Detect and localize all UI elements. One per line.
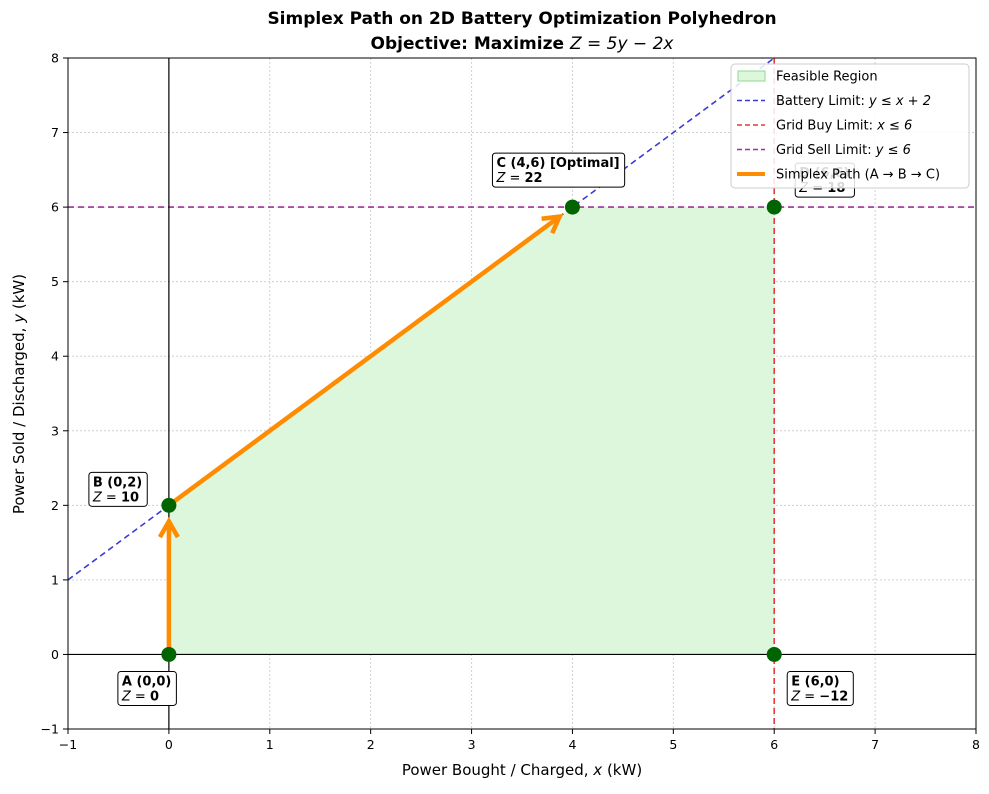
z-value: 10 [121,490,139,505]
vertex-z-label: Z = 22 [495,171,542,186]
legend-label-battery: Battery Limit: y ≤ x + 2 [776,94,931,109]
chart-subtitle: Objective: Maximize Z = 5y − 2x [371,34,675,54]
annotation-box [117,670,177,706]
vertex-z-label: Z = 0 [121,689,159,704]
y-tick-label: 2 [51,498,59,513]
y-tick-label: 4 [51,349,59,364]
vertex-D [766,199,782,215]
feasible-region-layer [168,207,775,655]
annotation-E: E (6,0)Z = −12 [786,670,854,706]
z-symbol: Z = [92,490,121,505]
plot-border [67,57,977,730]
legend-math: y ≤ x + 2 [868,94,931,109]
z-symbol: Z = [790,689,819,704]
vertex-label: B (0,2) [93,475,142,490]
z-value: −12 [819,689,848,704]
legend-label-gridsell: Grid Sell Limit: y ≤ 6 [776,143,911,158]
legend-label-gridbuy: Grid Buy Limit: x ≤ 6 [776,119,912,134]
chart-title: Simplex Path on 2D Battery Optimization … [267,9,776,29]
annotation-A: A (0,0)Z = 0 [117,670,177,706]
z-symbol: Z = [121,689,150,704]
legend-text: Battery Limit: [776,94,869,109]
annotation-box [88,471,148,507]
z-symbol: Z = [495,171,524,186]
legend-text: Simplex Path (A → B → C) [776,168,940,183]
feasible-region [168,207,775,655]
x-tick-label: 8 [972,737,980,752]
legend-box [730,63,970,189]
y-tick-label: 8 [51,51,59,66]
vertex-B [161,497,177,513]
x-tick-label: 0 [165,737,173,752]
vertex-label: E (6,0) [791,674,839,689]
legend-text: Feasible Region [776,70,878,85]
legend-label-feasible: Feasible Region [776,70,878,85]
annotation-B: B (0,2)Z = 10 [88,471,148,507]
y-axis-label: Power Sold / Discharged, y (kW) [10,274,28,514]
vertex-label: C (4,6) [Optimal] [496,156,619,171]
vertex-z-label: Z = 10 [92,490,139,505]
simplex-path-layer [157,213,564,655]
x-tick-label: 3 [468,737,476,752]
y-tick-label: 0 [51,647,59,662]
annotation-C: C (4,6) [Optimal]Z = 22 [491,152,626,188]
y-tick-label: 7 [51,125,59,140]
x-tick-label: 6 [770,737,778,752]
annotation-box [491,152,626,188]
x-tick-label: 7 [871,737,879,752]
legend-text: Grid Buy Limit: [776,119,877,134]
vertex-E [766,646,782,662]
vertex-A [161,646,177,662]
x-tick-label: 5 [669,737,677,752]
x-tick-label: 4 [568,737,576,752]
legend-text: Grid Sell Limit: [776,143,876,158]
plot-frame [67,57,977,730]
vertex-label: A (0,0) [122,674,172,689]
y-tick-label: 6 [51,200,59,215]
y-tick-label: 5 [51,274,59,289]
y-tick-label: −1 [41,722,59,737]
vertex-C [564,199,580,215]
simplex-path-arrow [167,213,564,508]
x-tick-label: 1 [266,737,274,752]
z-value: 22 [525,171,543,186]
y-tick-label: 3 [51,423,59,438]
x-axis-label: Power Bought / Charged, x (kW) [402,761,642,779]
z-value: 0 [150,689,159,704]
vertex-z-label: Z = −12 [790,689,848,704]
x-tick-label: 2 [367,737,375,752]
vertices-layer [161,199,782,662]
annotation-box [786,670,854,706]
y-tick-label: 1 [51,572,59,587]
x-tick-label: −1 [59,737,77,752]
legend-math: x ≤ 6 [876,119,912,134]
legend: Feasible Region Battery Limit: y ≤ x + 2 G… [730,63,970,189]
legend-math: y ≤ 6 [875,143,911,158]
legend-label-path: Simplex Path (A → B → C) [776,168,940,183]
ticks: −1 0 1 2 3 4 5 6 7 8 −1 0 1 2 3 4 5 6 7 8 [41,51,980,753]
legend-swatch-feasible [737,70,766,82]
